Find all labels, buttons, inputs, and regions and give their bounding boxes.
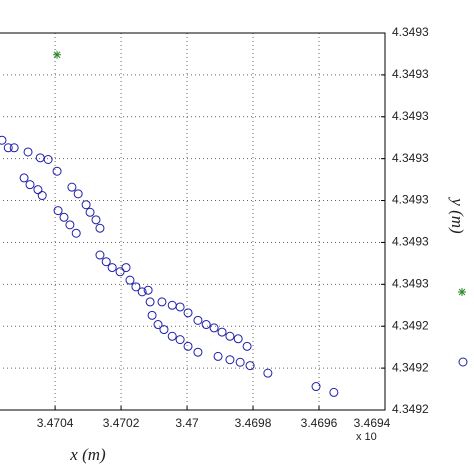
point [175, 302, 185, 312]
point [147, 310, 157, 320]
point [145, 297, 155, 307]
legend-marker [458, 357, 468, 367]
point [52, 166, 62, 176]
star-marker [53, 50, 62, 59]
point [19, 173, 29, 183]
point [167, 331, 177, 341]
y-tick-label: 4.3493 [392, 277, 429, 291]
star-marker [458, 288, 466, 296]
point [23, 147, 33, 157]
point [209, 323, 219, 333]
point [37, 191, 47, 201]
x-tick-label: 3.4696 [301, 416, 338, 430]
point [235, 357, 245, 367]
point [71, 228, 81, 238]
point [201, 320, 211, 330]
y-tick-label: 4.3493 [392, 235, 429, 249]
point [225, 355, 235, 365]
x-tick-label: 3.4698 [235, 416, 272, 430]
x-tick-label: 3.4704 [37, 416, 74, 430]
point [95, 250, 105, 260]
point [213, 351, 223, 361]
point [242, 341, 252, 351]
y-tick-label: 4.3492 [392, 402, 429, 416]
x-axis-label: x (m) [69, 445, 106, 464]
y-tick-label: 4.3493 [392, 151, 429, 165]
y-tick-label: 4.3493 [392, 109, 429, 123]
y-tick-label: 4.3493 [392, 193, 429, 207]
point [33, 185, 43, 195]
point [85, 207, 95, 217]
point [125, 275, 135, 285]
point [175, 335, 185, 345]
y-tick-label: 4.3492 [392, 360, 429, 374]
point [65, 220, 75, 230]
point [217, 327, 227, 337]
point [193, 347, 203, 357]
point [329, 387, 339, 397]
x-tick-label: 3.4694 [354, 416, 391, 430]
y-axis-label: y (m) [448, 196, 467, 234]
x-exponent-label: x 10 [356, 431, 377, 443]
plot-frame [0, 32, 386, 411]
point [245, 361, 255, 371]
point [159, 325, 169, 335]
point [101, 257, 111, 267]
point [233, 334, 243, 344]
point [81, 200, 91, 210]
point [131, 282, 141, 292]
point [225, 331, 235, 341]
point [143, 285, 153, 295]
point [0, 135, 7, 145]
point [9, 143, 19, 153]
point [157, 297, 167, 307]
point [25, 180, 35, 190]
point [115, 267, 125, 277]
point [3, 143, 13, 153]
x-tick-label: 3.4702 [103, 416, 140, 430]
y-tick-label: 4.3493 [392, 25, 429, 39]
point [167, 300, 177, 310]
point [183, 308, 193, 318]
point [121, 263, 131, 273]
y-tick-label: 4.3493 [392, 67, 429, 81]
point [183, 341, 193, 351]
point [263, 368, 273, 378]
point [59, 212, 69, 222]
point [53, 206, 63, 216]
point [137, 287, 147, 297]
point [91, 215, 101, 225]
point [67, 182, 77, 192]
x-tick-label: 3.47 [175, 416, 199, 430]
point [311, 382, 321, 392]
point [107, 263, 117, 273]
point [193, 315, 203, 325]
point [73, 189, 83, 199]
y-tick-label: 4.3492 [392, 318, 429, 332]
point [35, 153, 45, 163]
point [153, 320, 163, 330]
point [43, 155, 53, 165]
point [95, 223, 105, 233]
